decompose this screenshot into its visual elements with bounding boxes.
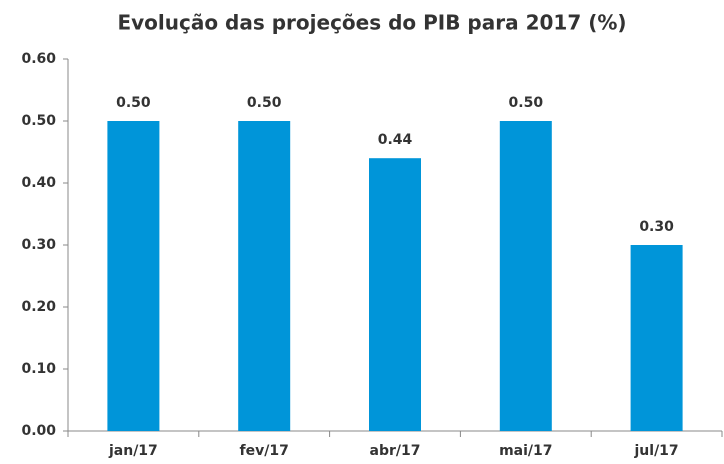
y-tick-label: 0.10: [21, 361, 56, 377]
y-tick-label: 0.50: [21, 113, 56, 129]
chart-title: Evolução das projeções do PIB para 2017 …: [117, 11, 626, 35]
bar: [107, 121, 160, 431]
data-label: 0.50: [509, 95, 544, 111]
y-tick-label: 0.00: [21, 423, 56, 439]
x-tick-label: jan/17: [108, 443, 158, 459]
bar: [630, 245, 683, 431]
data-label: 0.44: [378, 132, 413, 148]
data-label: 0.50: [247, 95, 282, 111]
y-tick-label: 0.40: [21, 175, 56, 191]
bar: [238, 121, 291, 431]
bar: [499, 121, 552, 431]
data-label: 0.50: [116, 95, 151, 111]
y-tick-label: 0.30: [21, 237, 56, 253]
data-label: 0.30: [639, 219, 674, 235]
bar: [369, 158, 421, 431]
x-tick-label: mai/17: [499, 443, 552, 459]
x-tick-label: fev/17: [240, 443, 289, 459]
x-tick-label: jul/17: [634, 443, 679, 459]
y-tick-label: 0.20: [21, 299, 56, 315]
x-tick-label: abr/17: [370, 443, 421, 459]
y-tick-label: 0.60: [21, 51, 56, 67]
